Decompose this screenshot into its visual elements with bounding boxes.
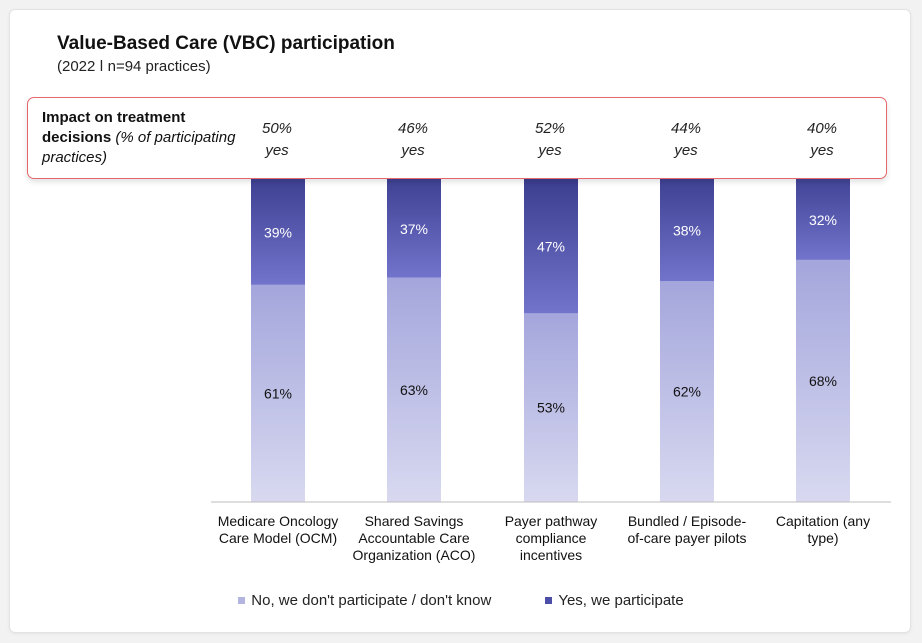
value-label-no-ocm: 61% [264,385,292,401]
x-tick-label-line: type) [807,530,838,546]
x-tick-label-line: compliance [516,530,587,546]
callout-label-italic: (% of participating practices) [42,129,236,166]
callout-label-bold: Impact on treatment decisions [42,109,186,146]
callout-pct-ocm: 50% yes [237,118,317,162]
x-tick-label-ocm: Medicare Oncology Care Model (OCM) [218,513,339,546]
x-tick-label-line: incentives [520,547,582,563]
x-tick-label-line: Organization (ACO) [353,547,476,563]
legend-item-no: No, we don't participate / don't know [238,592,491,609]
x-tick-label-line: Accountable Care [358,530,470,546]
callout-pct-value: 50% [261,120,293,137]
value-label-no-aco: 63% [400,382,428,398]
callout-pct-value: 46% [397,120,429,137]
x-tick-label-aco: Shared Savings Accountable Care Organizati… [353,513,476,563]
chart-title: Value-Based Care (VBC) participation [57,33,395,54]
value-label-no-bundled: 62% [673,384,701,400]
x-tick-label-line: Bundled / Episode- [628,513,747,529]
callout-pct-pathway: 52% yes [510,118,590,162]
callout-pct-value: 44% [670,120,702,137]
callout-pct-suffix: yes [538,142,562,159]
value-label-yes-capitation: 32% [809,212,837,228]
callout-pct-value: 52% [534,120,566,137]
chart-legend: No, we don't participate / don't know Ye… [0,592,922,609]
legend-swatch-no [238,597,246,604]
legend-swatch-yes [545,597,553,604]
bar-no-bundled [660,281,714,502]
x-tick-label-capitation: Capitation (any type) [776,513,870,546]
x-tick-label-bundled: Bundled / Episode-of-care payer pilots [627,513,746,546]
x-tick-label-line: Care Model (OCM) [219,530,337,546]
bar-no-capitation [796,259,850,502]
value-label-yes-ocm: 39% [264,224,292,240]
x-tick-label-line: Capitation (any [776,513,870,529]
x-tick-label-line: Shared Savings [365,513,464,529]
callout-pct-aco: 46% yes [373,118,453,162]
callout-pct-suffix: yes [401,142,425,159]
x-tick-label-line: Payer pathway [505,513,598,529]
value-label-yes-aco: 37% [400,221,428,237]
callout-pct-bundled: 44% yes [646,118,726,162]
callout-pct-suffix: yes [265,142,289,159]
bar-no-aco [387,277,441,502]
treatment-impact-callout: Impact on treatment decisions (% of part… [27,97,887,179]
callout-pct-suffix: yes [674,142,698,159]
legend-label-no: No, we don't participate / don't know [251,592,492,609]
bar-no-ocm [251,284,305,502]
x-tick-label-line: of-care payer pilots [627,530,746,546]
value-label-no-pathway: 53% [537,400,565,416]
chart-subtitle: (2022 ǀ n=94 practices) [57,58,211,75]
x-tick-label-line: Medicare Oncology [218,513,339,529]
value-label-yes-bundled: 38% [673,223,701,239]
callout-label: Impact on treatment decisions (% of part… [42,108,242,168]
bar-no-pathway [524,313,578,502]
callout-pct-capitation: 40% yes [782,118,862,162]
value-label-yes-pathway: 47% [537,239,565,255]
callout-pct-suffix: yes [810,142,834,159]
legend-item-yes: Yes, we participate [545,592,684,609]
value-label-no-capitation: 68% [809,373,837,389]
callout-pct-value: 40% [806,120,838,137]
x-tick-label-pathway: Payer pathway compliance incentives [505,513,598,563]
legend-label-yes: Yes, we participate [558,592,684,609]
